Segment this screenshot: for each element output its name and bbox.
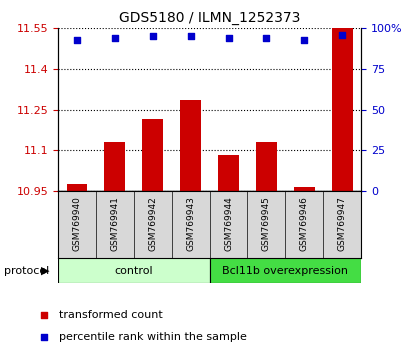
Point bbox=[112, 35, 118, 41]
Bar bbox=[180, 100, 201, 191]
Text: GSM769941: GSM769941 bbox=[110, 196, 120, 251]
Point bbox=[149, 34, 156, 39]
Text: Bcl11b overexpression: Bcl11b overexpression bbox=[222, 266, 348, 276]
Bar bbox=[105, 142, 125, 191]
Bar bbox=[294, 187, 315, 191]
Point bbox=[41, 334, 47, 339]
Bar bbox=[218, 154, 239, 191]
Point bbox=[187, 34, 194, 39]
Bar bbox=[67, 184, 88, 191]
Point bbox=[263, 35, 270, 41]
Point bbox=[41, 312, 47, 318]
Text: control: control bbox=[115, 266, 153, 276]
Text: GSM769946: GSM769946 bbox=[300, 196, 309, 251]
Text: percentile rank within the sample: percentile rank within the sample bbox=[59, 332, 247, 342]
Text: protocol: protocol bbox=[4, 266, 49, 276]
Bar bbox=[256, 142, 277, 191]
Title: GDS5180 / ILMN_1252373: GDS5180 / ILMN_1252373 bbox=[119, 11, 300, 24]
Text: GSM769940: GSM769940 bbox=[73, 196, 81, 251]
Point bbox=[74, 37, 81, 42]
Bar bbox=[210, 258, 361, 283]
Bar bbox=[58, 258, 210, 283]
Text: ▶: ▶ bbox=[42, 266, 50, 276]
Text: GSM769944: GSM769944 bbox=[224, 196, 233, 251]
Text: transformed count: transformed count bbox=[59, 310, 163, 320]
Text: GSM769947: GSM769947 bbox=[338, 196, 347, 251]
Point bbox=[301, 37, 308, 42]
Text: GSM769945: GSM769945 bbox=[262, 196, 271, 251]
Text: GSM769942: GSM769942 bbox=[148, 196, 157, 251]
Bar bbox=[332, 28, 352, 191]
Point bbox=[339, 32, 345, 38]
Bar bbox=[142, 119, 163, 191]
Text: GSM769943: GSM769943 bbox=[186, 196, 195, 251]
Point bbox=[225, 35, 232, 41]
